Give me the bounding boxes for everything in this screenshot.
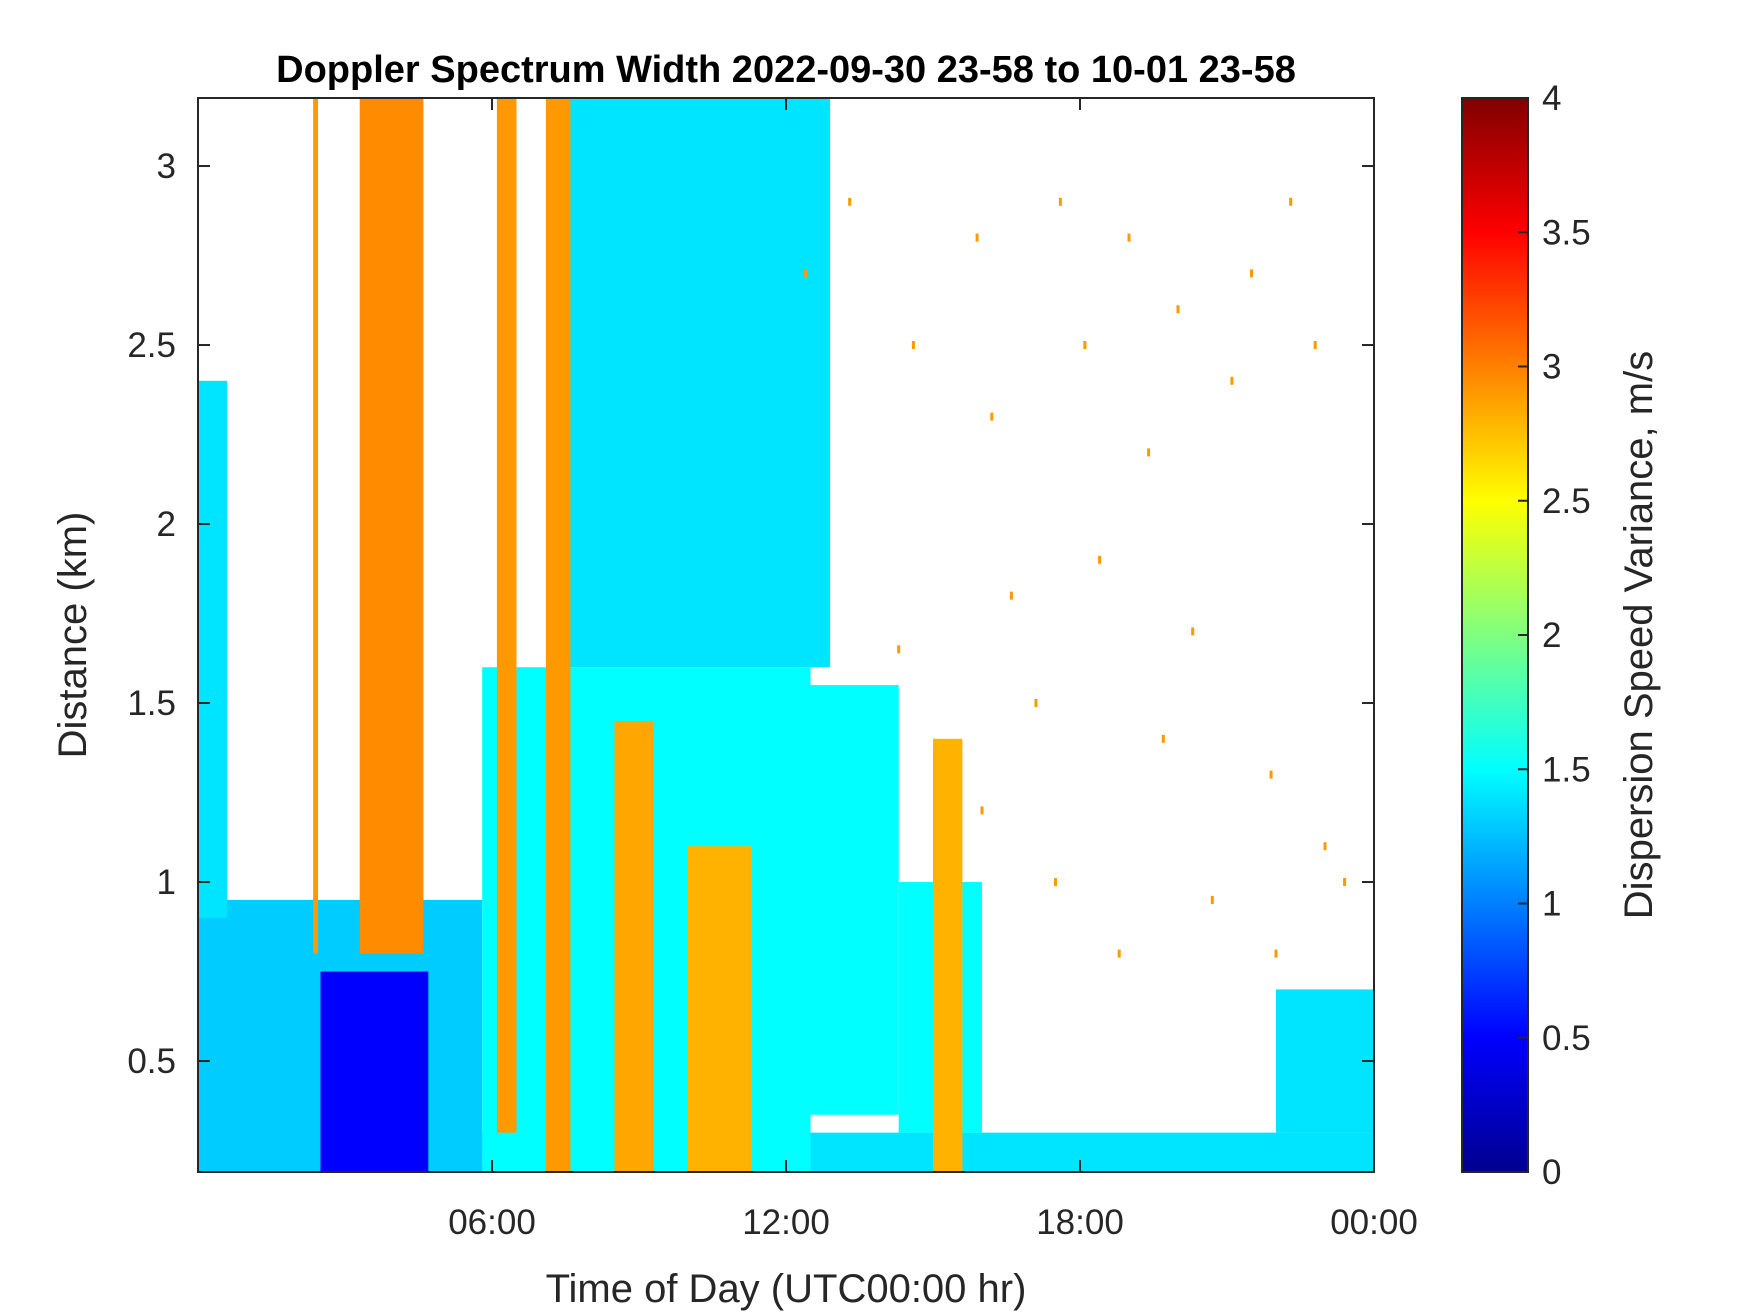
heatmap-region-evening-rise <box>1276 989 1374 1133</box>
heatmap-point <box>1313 341 1317 350</box>
y-tick-label: 1.5 <box>127 684 176 723</box>
heatmap-point <box>1230 376 1234 385</box>
heatmap-point <box>1210 895 1214 904</box>
heatmap-region-band-early-1 <box>313 98 319 954</box>
heatmap-point <box>1009 591 1013 600</box>
heatmap-point <box>1161 734 1165 743</box>
heatmap-point <box>897 645 901 654</box>
heatmap-point <box>1191 627 1195 636</box>
heatmap-point <box>1034 699 1038 708</box>
heatmap-point <box>1054 878 1057 887</box>
heatmap-point <box>990 412 994 421</box>
heatmap-region-band-morning-2 <box>545 98 571 1172</box>
colorbar-tick-label: 3 <box>1542 348 1561 387</box>
y-tick-label: 0.5 <box>127 1042 176 1081</box>
colorbar-tick-label: 1.5 <box>1542 750 1591 789</box>
x-tick-label: 06:00 <box>448 1203 536 1242</box>
y-tick-label: 3 <box>157 147 176 186</box>
heatmap-point <box>1274 949 1278 958</box>
colorbar-ticks: 0 0.5 1 1.5 2 2.5 3 3.5 4 <box>1518 79 1591 1192</box>
heatmap-region-dense-low-early <box>320 971 429 1172</box>
x-tick-label: 00:00 <box>1330 1203 1418 1242</box>
y-axis-label: Distance (km) <box>51 512 95 759</box>
heatmap-point <box>1098 555 1102 564</box>
heatmap-point <box>1147 448 1151 457</box>
y-axis-ticks: 0.5 1 1.5 2 2.5 3 <box>127 147 1374 1081</box>
colorbar-tick-label: 3.5 <box>1542 213 1591 252</box>
heatmap-region-ascending-layer <box>565 98 831 668</box>
heatmap-point <box>1176 305 1180 314</box>
chart-title: Doppler Spectrum Width 2022-09-30 23-58 … <box>276 49 1296 91</box>
heatmap-point <box>1323 842 1327 851</box>
heatmap-layer <box>198 98 1374 1172</box>
heatmap-point <box>911 341 915 350</box>
heatmap-region-band-morning-1 <box>496 98 517 1133</box>
heatmap-point <box>848 197 852 206</box>
y-tick-label: 1 <box>157 863 176 902</box>
heatmap-region-band-midday <box>688 846 752 1172</box>
heatmap-point <box>1343 878 1347 887</box>
x-axis-label: Time of Day (UTC00:00 hr) <box>546 1267 1027 1311</box>
colorbar-tick-label: 0.5 <box>1542 1019 1591 1058</box>
heatmap-point <box>1117 949 1121 958</box>
heatmap-point <box>1269 770 1273 779</box>
colorbar-tick-label: 1 <box>1542 885 1561 924</box>
heatmap-region-early-upper-edge <box>198 380 228 918</box>
heatmap-region-band-late-morning <box>614 720 654 1172</box>
heatmap-point <box>980 806 984 815</box>
y-tick-label: 2 <box>157 505 176 544</box>
heatmap-point <box>1058 197 1062 206</box>
x-tick-label: 12:00 <box>742 1203 830 1242</box>
colorbar-label: Dispersion Speed Variance, m/s <box>1617 351 1661 919</box>
heatmap-point <box>1127 233 1131 242</box>
heatmap-point <box>975 233 979 242</box>
heatmap-point <box>1250 269 1253 278</box>
x-tick-label: 18:00 <box>1036 1203 1124 1242</box>
colorbar-tick-label: 4 <box>1542 79 1561 118</box>
heatmap-point <box>1289 197 1293 206</box>
heatmap-point <box>1083 341 1087 350</box>
heatmap-region-noon-layer <box>786 685 899 1115</box>
y-tick-label: 2.5 <box>127 326 176 365</box>
colorbar <box>1461 97 1529 1173</box>
colorbar-tick-label: 2 <box>1542 616 1561 655</box>
heatmap-point <box>804 269 808 278</box>
colorbar-tick-label: 0 <box>1542 1153 1561 1192</box>
isolated-points-layer <box>804 197 1347 958</box>
x-axis-ticks: 06:00 12:00 18:00 00:00 <box>448 98 1418 1242</box>
heatmap-region-band-early-2 <box>359 98 424 954</box>
colorbar-tick-label: 2.5 <box>1542 482 1591 521</box>
heatmap-region-band-afternoon <box>933 738 963 1172</box>
